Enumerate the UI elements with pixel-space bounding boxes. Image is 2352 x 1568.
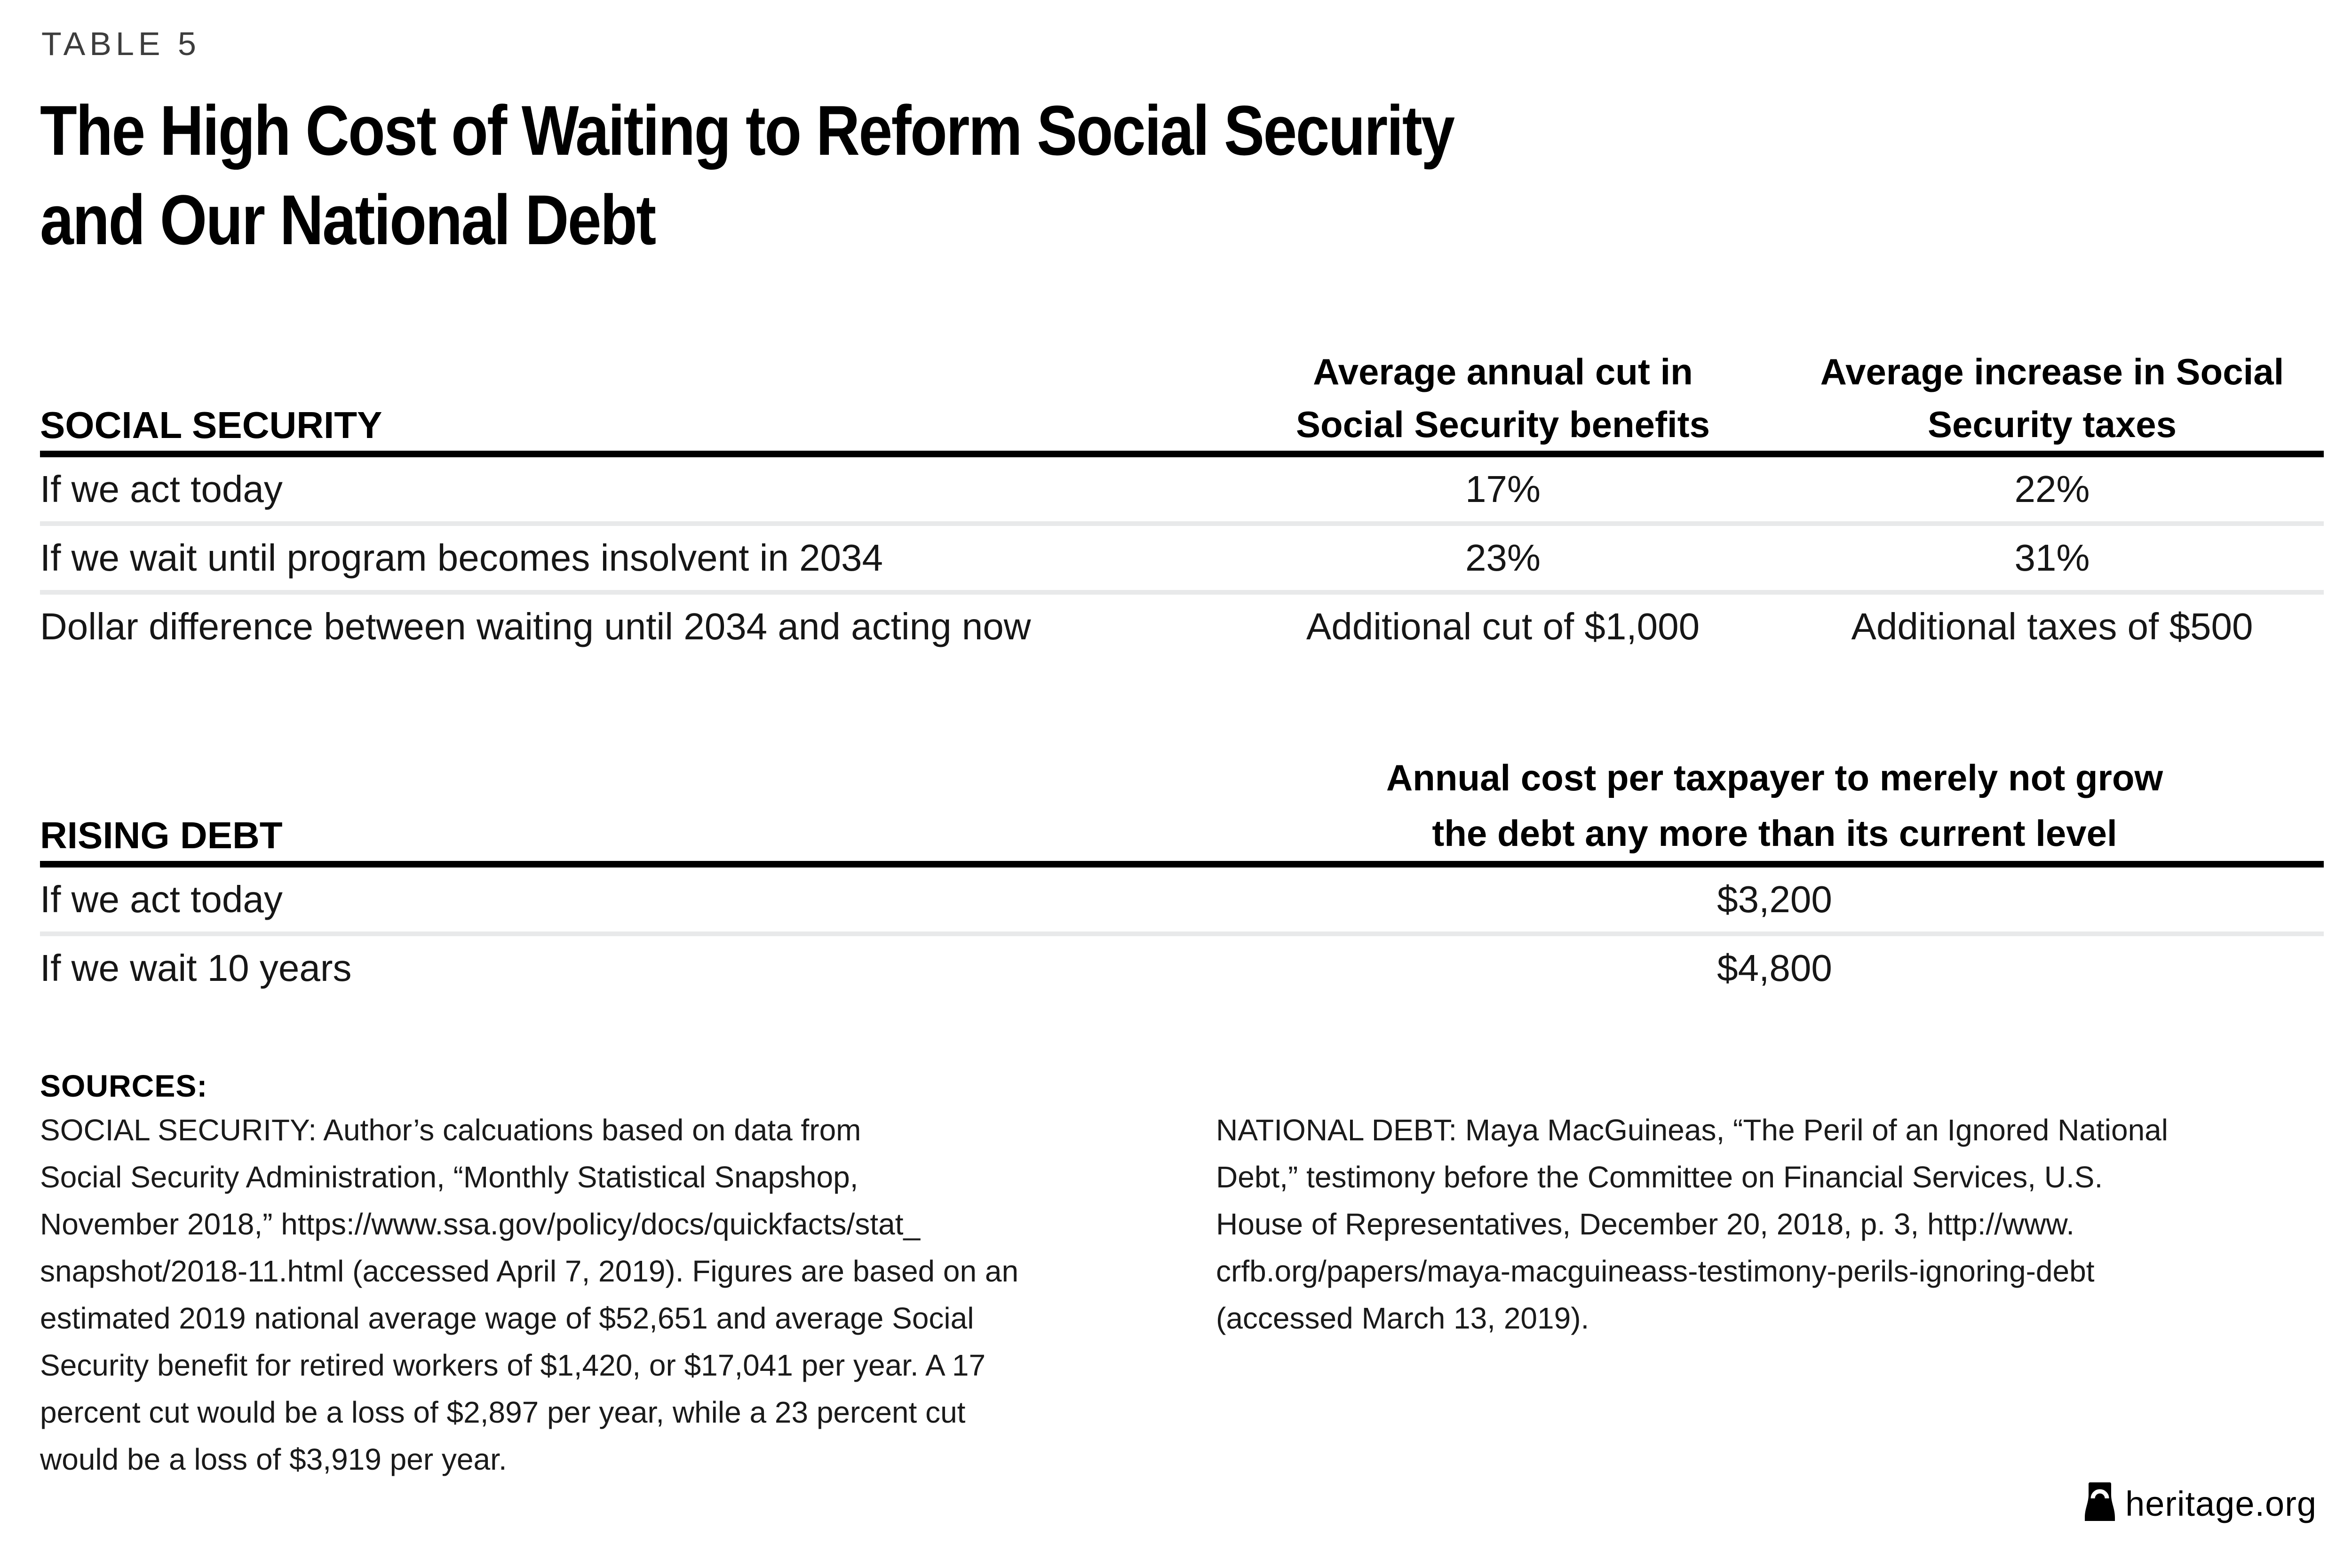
liberty-bell-icon bbox=[2085, 1482, 2115, 1521]
column-header-line: Social Security benefits bbox=[1296, 404, 1710, 445]
row-separator bbox=[40, 521, 2324, 526]
row-label: If we wait until program becomes insolve… bbox=[40, 537, 883, 579]
source-text-line: House of Representatives, December 20, 2… bbox=[1216, 1207, 2074, 1241]
table-row: If we act today 17% 22% bbox=[40, 457, 2324, 521]
row-separator bbox=[40, 931, 2324, 936]
row-value: 23% bbox=[1465, 537, 1541, 579]
row-value: 22% bbox=[2014, 468, 2090, 510]
source-text-line: Social Security Administration, “Monthly… bbox=[40, 1160, 858, 1194]
source-text-line: crfb.org/papers/maya-macguineass-testimo… bbox=[1216, 1254, 2095, 1288]
source-text-line: SOCIAL SECURITY: Author’s calcuations ba… bbox=[40, 1113, 861, 1147]
sources-social-security: SOCIAL SECURITY: Author’s calcuations ba… bbox=[40, 1106, 1164, 1483]
column-header-tax-increase: Average increase in Social Security taxe… bbox=[1780, 345, 2324, 451]
brand-site-label: heritage.org bbox=[2125, 1484, 2317, 1523]
column-header-line: Security taxes bbox=[1928, 404, 2177, 445]
table-number-label: TABLE 5 bbox=[41, 25, 200, 62]
page-title-line-1: The High Cost of Waiting to Reform Socia… bbox=[40, 91, 1455, 170]
column-header-annual-cost: Annual cost per taxpayer to merely not g… bbox=[1225, 750, 2324, 861]
row-label: Dollar difference between waiting until … bbox=[40, 605, 1031, 647]
sources-heading: SOURCES: bbox=[40, 1068, 208, 1103]
social-security-table: SOCIAL SECURITY Average annual cut in So… bbox=[40, 325, 2324, 659]
row-value: $3,200 bbox=[1717, 878, 1832, 920]
rising-debt-table-header: RISING DEBT Annual cost per taxpayer to … bbox=[40, 734, 2324, 861]
row-value: 17% bbox=[1465, 468, 1541, 510]
row-separator bbox=[40, 590, 2324, 595]
sources-columns: SOCIAL SECURITY: Author’s calcuations ba… bbox=[40, 1106, 2324, 1483]
source-text-line: November 2018,” https://www.ssa.gov/poli… bbox=[40, 1207, 921, 1241]
header-rule bbox=[40, 861, 2324, 868]
sources-section: SOURCES: SOCIAL SECURITY: Author’s calcu… bbox=[40, 1067, 2324, 1483]
source-text-line: Debt,” testimony before the Committee on… bbox=[1216, 1160, 2103, 1194]
heritage-brand: heritage.org bbox=[2085, 1482, 2317, 1525]
source-text-line: (accessed March 13, 2019). bbox=[1216, 1301, 1589, 1335]
row-value: 31% bbox=[2014, 537, 2090, 579]
page-title-line-2: and Our National Debt bbox=[40, 180, 656, 259]
social-security-table-header: SOCIAL SECURITY Average annual cut in So… bbox=[40, 325, 2324, 451]
row-value: Additional cut of $1,000 bbox=[1306, 605, 1700, 647]
page-title: The High Cost of Waiting to Reform Socia… bbox=[40, 86, 1455, 264]
section-label-rising-debt: RISING DEBT bbox=[40, 814, 283, 856]
table-row: If we wait 10 years $4,800 bbox=[40, 936, 2324, 1000]
sources-national-debt: NATIONAL DEBT: Maya MacGuineas, “The Per… bbox=[1216, 1106, 2324, 1483]
source-text-line: estimated 2019 national average wage of … bbox=[40, 1301, 974, 1335]
column-header-line: Average increase in Social bbox=[1820, 351, 2284, 392]
source-text-line: percent cut would be a loss of $2,897 pe… bbox=[40, 1395, 966, 1429]
row-label: If we act today bbox=[40, 468, 283, 510]
row-value: Additional taxes of $500 bbox=[1851, 605, 2253, 647]
column-header-line: Annual cost per taxpayer to merely not g… bbox=[1386, 757, 2163, 798]
source-text-line: NATIONAL DEBT: Maya MacGuineas, “The Per… bbox=[1216, 1113, 2168, 1147]
header-rule bbox=[40, 451, 2324, 457]
row-label: If we act today bbox=[40, 878, 283, 920]
column-header-line: the debt any more than its current level bbox=[1432, 812, 2117, 854]
column-header-line: Average annual cut in bbox=[1313, 351, 1693, 392]
section-label-social-security: SOCIAL SECURITY bbox=[40, 404, 382, 446]
table-row: If we act today $3,200 bbox=[40, 868, 2324, 931]
row-value: $4,800 bbox=[1717, 947, 1832, 989]
rising-debt-table: RISING DEBT Annual cost per taxpayer to … bbox=[40, 734, 2324, 1000]
row-label: If we wait 10 years bbox=[40, 947, 352, 989]
column-header-benefit-cut: Average annual cut in Social Security be… bbox=[1225, 345, 1780, 451]
source-text-line: Security benefit for retired workers of … bbox=[40, 1348, 986, 1382]
source-text-line: would be a loss of $3,919 per year. bbox=[40, 1442, 507, 1476]
table-row: If we wait until program becomes insolve… bbox=[40, 526, 2324, 590]
table-row: Dollar difference between waiting until … bbox=[40, 595, 2324, 659]
source-text-line: snapshot/2018-11.html (accessed April 7,… bbox=[40, 1254, 1019, 1288]
